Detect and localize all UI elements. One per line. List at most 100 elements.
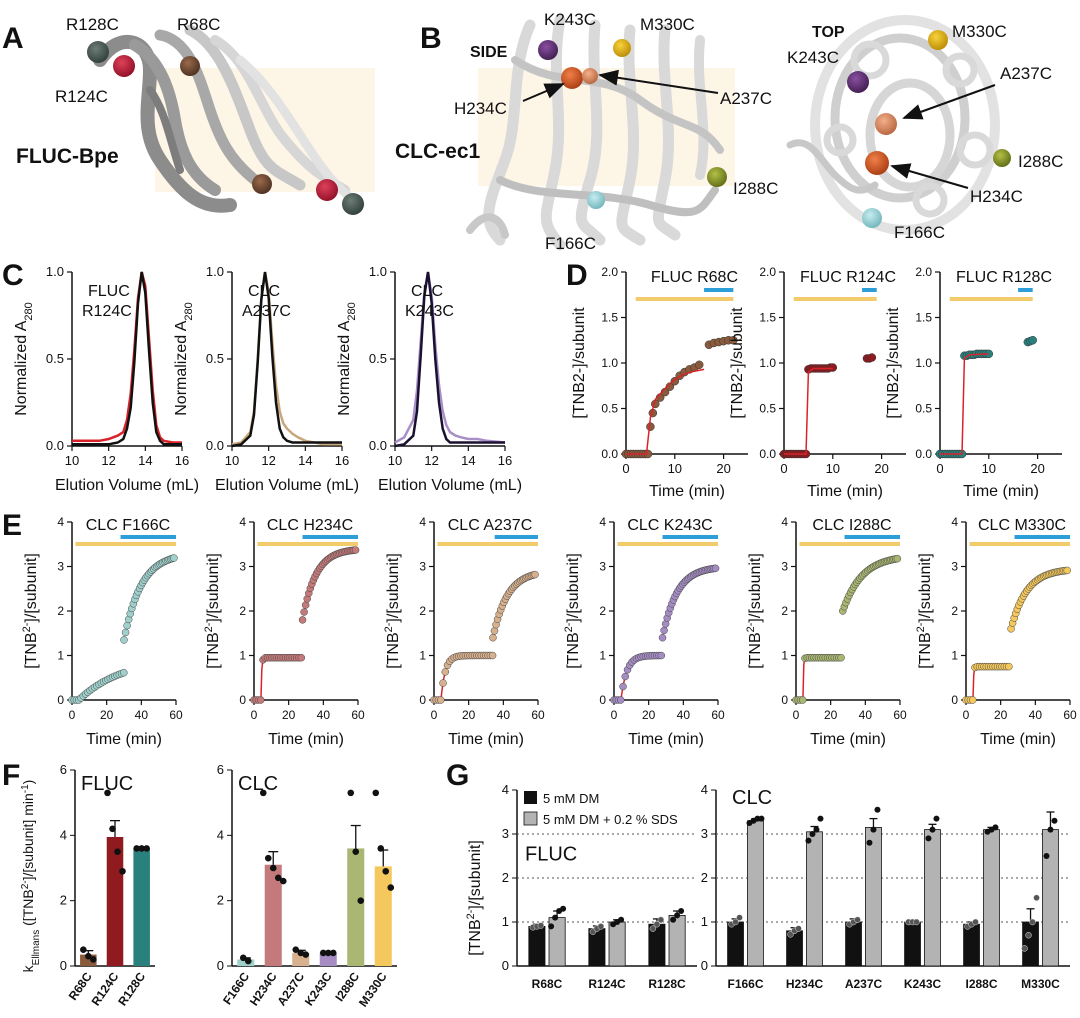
x-tick-label: 0 — [780, 461, 787, 476]
replicate-dot — [302, 951, 310, 958]
y-tick-label: 0 — [419, 693, 426, 707]
y-axis-label: Normalized A280 — [336, 302, 358, 416]
y-tick-label: 0 — [239, 693, 246, 707]
bar-dm-sds — [865, 827, 882, 967]
replicate-dot — [758, 815, 765, 822]
chart-c-3: 10 12 14 16 0.0 0.5 1.0 CLC K243C Normalized A280… — [336, 264, 522, 494]
replicate-dot — [1047, 826, 1054, 833]
y-tick-label: 1 — [502, 914, 509, 929]
replicate-dot — [297, 949, 305, 957]
data-point — [799, 696, 807, 704]
residue-f166c-top — [862, 208, 882, 228]
y-tick-label: 1 — [951, 649, 958, 663]
data-point — [969, 696, 977, 704]
y-tick-label: 2 — [701, 870, 708, 885]
x-tick-label: 16 — [335, 453, 349, 468]
x-axis-label: Time (min) — [649, 483, 725, 500]
bar-dm-sds — [806, 831, 823, 967]
data-point — [300, 608, 308, 616]
chart-e-6: 0 20 40 60 0 1 2 3 4 CLC M330C [TNB2-]/[subunit] Ti… — [915, 515, 1077, 748]
data-point — [439, 679, 447, 687]
y-tick-label: 0 — [60, 958, 67, 973]
replicate-dot — [1021, 945, 1028, 952]
y-tick-label: 0 — [781, 693, 788, 707]
x-tick-label: 20 — [716, 461, 730, 476]
y-tick-label: 0.0 — [206, 438, 224, 453]
y-tick-label: 0.5 — [369, 351, 387, 366]
protein-ribbon-fluc — [93, 24, 365, 213]
replicate-dot — [347, 789, 355, 797]
x-tick-label: 10 — [982, 461, 996, 476]
replicate-dot — [649, 925, 657, 932]
residue-r68c-sphere-b — [252, 174, 272, 194]
replicate-dot — [244, 957, 252, 965]
data-point — [729, 336, 738, 345]
x-tick-label: 14 — [461, 453, 475, 468]
bar — [347, 848, 365, 966]
label-h234c-side: H234C — [454, 99, 507, 118]
replicate-dot — [377, 845, 385, 852]
bar — [80, 954, 97, 966]
data-point — [658, 633, 667, 642]
label-m330c-side: M330C — [640, 15, 695, 34]
y-axis-label: [TNB2-]/subunit — [729, 307, 746, 419]
y-tick-label: 2.0 — [915, 265, 932, 279]
y-tick-label: 6 — [217, 762, 224, 777]
legend-label-dm: 5 mM DM — [543, 791, 599, 806]
label-f166c-side: F166C — [545, 234, 596, 253]
data-point — [301, 601, 310, 609]
replicate-dot — [548, 923, 555, 930]
x-tick-label: 0 — [431, 708, 438, 722]
replicate-dot — [279, 877, 287, 885]
y-axis-label: [TNB2-]/[subunit] — [915, 553, 934, 669]
y-tick-label: 1.0 — [915, 356, 932, 370]
bar-dm-sds — [747, 820, 764, 967]
label-a237c-top: A237C — [1000, 64, 1052, 83]
x-axis-label: Elution Volume (mL) — [215, 477, 359, 494]
y-tick-label: 4 — [60, 827, 67, 842]
data-point — [867, 353, 877, 362]
fit-curve — [966, 665, 1012, 701]
replicate-dot — [795, 925, 802, 932]
residue-h234c-top — [865, 151, 889, 175]
replicate-dot — [119, 867, 126, 875]
y-tick-label: 3 — [419, 560, 426, 574]
replicate-dot — [736, 914, 743, 921]
replicate-dot — [372, 789, 380, 797]
replicate-dot — [670, 916, 677, 923]
label-side: SIDE — [470, 44, 508, 61]
replicate-dot — [104, 789, 111, 797]
bar — [264, 864, 282, 966]
y-tick-label: 3 — [502, 826, 509, 841]
x-tick-label: 20 — [874, 461, 888, 476]
x-tick-label: 20 — [994, 708, 1008, 722]
y-tick-label: 3 — [57, 560, 64, 574]
arrow-h234c-side — [522, 83, 565, 102]
y-tick-label: 0 — [701, 958, 708, 973]
replicate-dot — [925, 835, 932, 842]
residue-a237c-top — [875, 113, 897, 135]
x-axis-label: Time (min) — [807, 483, 883, 500]
x-tick-label: 0 — [936, 461, 943, 476]
residue-r68c-sphere — [180, 56, 200, 76]
replicate-dot — [274, 874, 282, 882]
replicate-dot — [382, 867, 390, 875]
y-tick-label: 0.0 — [46, 438, 64, 453]
x-tick-label: 40 — [1029, 708, 1043, 722]
data-point — [711, 564, 720, 573]
y-tick-label: 1 — [701, 914, 708, 929]
x-tick-label: 10 — [826, 461, 840, 476]
data-point — [298, 616, 307, 624]
bar-dm — [1022, 921, 1039, 967]
chart-d-3: 0 10 20 0.0 0.5 1.0 1.5 2.0 FLUC R128C [TNB2-]/su… — [885, 265, 1062, 500]
elution-trace — [394, 271, 505, 448]
x-tick-label: 40 — [135, 708, 149, 722]
y-axis-label: [TNB2-]/[subunit] — [21, 553, 40, 669]
y-tick-label: 4 — [239, 515, 246, 529]
x-tick-label: 60 — [169, 708, 183, 722]
panel-b: B SIDE K243C M330C H234C A237C I288C F16… — [395, 10, 1063, 253]
construct-label-line1: FLUC — [88, 283, 130, 300]
x-tick-label: 20 — [282, 708, 296, 722]
protein-ribbon-clc-side — [466, 14, 724, 251]
replicate-dot — [809, 831, 816, 837]
